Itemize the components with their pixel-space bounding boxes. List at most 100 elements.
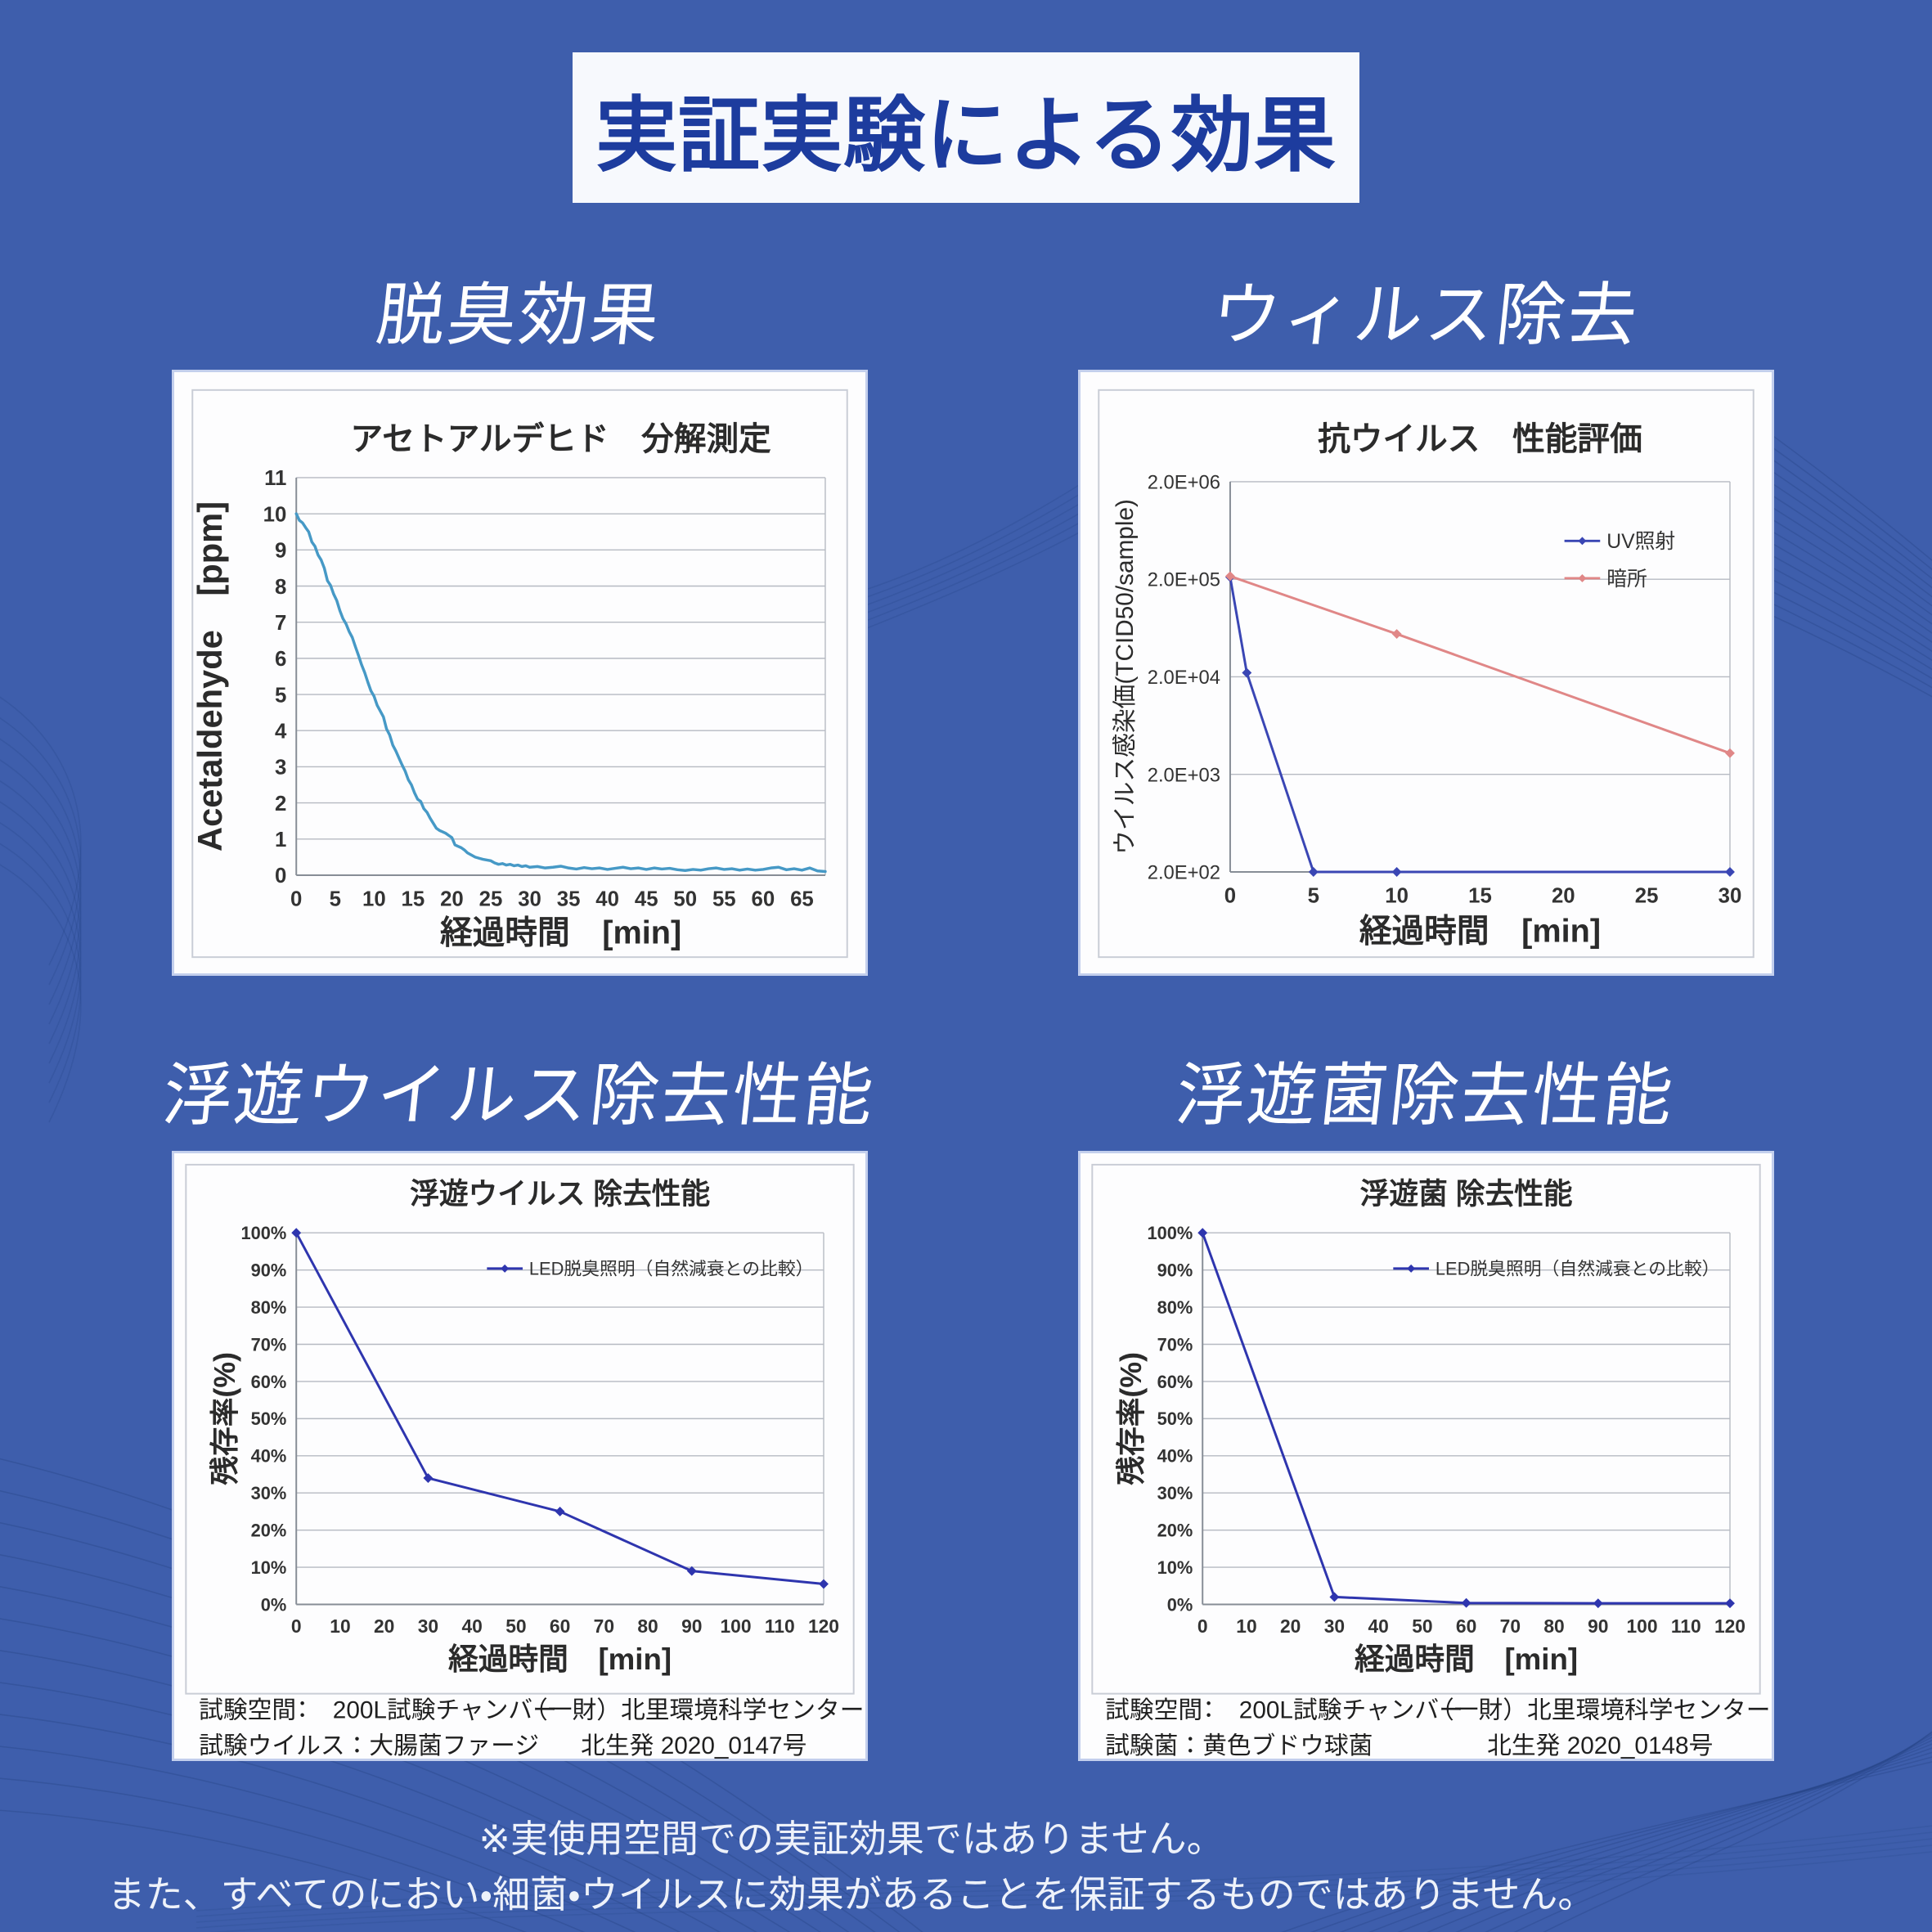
svg-text:110: 110: [1671, 1615, 1701, 1637]
svg-text:UV照射: UV照射: [1606, 530, 1675, 553]
svg-text:1: 1: [275, 829, 286, 851]
svg-text:0: 0: [290, 888, 302, 911]
section-heading-virus-removal: ウィルス除去: [1207, 276, 1643, 353]
svg-text:10: 10: [1385, 885, 1409, 908]
svg-text:0: 0: [291, 1615, 302, 1637]
svg-text:試験ウイルス：大腸菌ファージ: 試験ウイルス：大腸菌ファージ: [199, 1732, 539, 1759]
svg-text:試験空間： 200L試験チャンバー: 試験空間： 200L試験チャンバー: [1105, 1696, 1463, 1723]
section-heading-airborne-virus: 浮遊ウイルス除去性能: [159, 1057, 879, 1134]
airborne-virus-removal-chart: 浮遊ウイルス 除去性能 0% 10% 20% 30% 40% 50% 60% 70% 80% 90%…: [185, 1163, 865, 1759]
svg-text:2.0E+06: 2.0E+06: [1148, 471, 1220, 493]
svg-text:LED脱臭照明（自然減衰との比較）: LED脱臭照明（自然減衰との比較）: [1436, 1259, 1720, 1279]
svg-text:80: 80: [1543, 1615, 1564, 1637]
svg-text:20: 20: [440, 888, 464, 911]
svg-text:20%: 20%: [251, 1521, 287, 1541]
disclaimer-line-2: また、すべてのにおい・細菌・ウイルスに効果があることを保証するものではありません…: [107, 1873, 1596, 1916]
svg-text:70: 70: [594, 1615, 614, 1637]
svg-text:経過時間 [min]: 経過時間 [min]: [1359, 913, 1601, 949]
svg-text:100: 100: [1627, 1615, 1658, 1637]
svg-text:40: 40: [461, 1615, 482, 1637]
svg-text:Acetaldehyde [ppm]: Acetaldehyde [ppm]: [191, 501, 229, 851]
svg-text:40: 40: [595, 888, 619, 911]
svg-text:北生発 2020_0147号: 北生発 2020_0147号: [581, 1732, 806, 1759]
svg-text:2.0E+05: 2.0E+05: [1148, 569, 1220, 591]
disclaimer-line-1: ※実使用空間での実証効果ではありません。: [479, 1817, 1224, 1860]
page-title: 実証実験による効果: [595, 89, 1337, 182]
svg-text:10%: 10%: [251, 1557, 287, 1578]
svg-text:20: 20: [374, 1615, 394, 1637]
svg-text:30: 30: [418, 1615, 438, 1637]
svg-text:2.0E+02: 2.0E+02: [1148, 862, 1220, 884]
chart-card-airborne-virus: 浮遊ウイルス 除去性能 0% 10% 20% 30% 40% 50% 60% 70% 80% 90%…: [172, 1151, 868, 1761]
svg-text:60: 60: [1456, 1615, 1476, 1637]
svg-text:80: 80: [637, 1615, 658, 1637]
svg-text:90: 90: [1588, 1615, 1608, 1637]
svg-text:40: 40: [1368, 1615, 1388, 1637]
svg-text:4: 4: [275, 721, 287, 744]
svg-text:0%: 0%: [1167, 1594, 1193, 1615]
svg-text:ウイルス感染価(TCID50/sample): ウイルス感染価(TCID50/sample): [1112, 499, 1139, 855]
svg-text:60: 60: [550, 1615, 570, 1637]
svg-text:2: 2: [275, 793, 286, 815]
svg-text:60: 60: [752, 888, 775, 911]
svg-text:35: 35: [557, 888, 581, 911]
svg-text:50%: 50%: [1157, 1409, 1193, 1429]
disclaimer: ※実使用空間での実証効果ではありません。 また、すべてのにおい・細菌・ウイルスに…: [0, 1811, 1817, 1922]
svg-text:70%: 70%: [251, 1334, 287, 1355]
svg-text:8: 8: [275, 576, 286, 599]
svg-text:2.0E+03: 2.0E+03: [1148, 764, 1220, 786]
svg-text:（一財）北里環境科学センター: （一財）北里環境科学センター: [1430, 1696, 1771, 1723]
svg-text:60%: 60%: [1157, 1372, 1193, 1392]
svg-text:110: 110: [765, 1615, 795, 1637]
svg-text:40%: 40%: [251, 1446, 287, 1467]
antivirus-performance-chart: 抗ウイルス 性能評価 2.0E+02 2.0E+03 2.0E+04 2.0E+05 2.…: [1098, 389, 1755, 959]
svg-text:6: 6: [275, 648, 286, 671]
svg-text:100: 100: [721, 1615, 752, 1637]
svg-text:10: 10: [263, 503, 287, 526]
svg-text:90: 90: [681, 1615, 702, 1637]
svg-text:（一財）北里環境科学センター: （一財）北里環境科学センター: [523, 1696, 865, 1723]
svg-text:30%: 30%: [1157, 1483, 1193, 1503]
svg-text:50: 50: [505, 1615, 526, 1637]
svg-text:0: 0: [275, 865, 286, 887]
svg-text:10: 10: [330, 1615, 350, 1637]
svg-text:試験菌：黄色ブドウ球菌: 試験菌：黄色ブドウ球菌: [1105, 1732, 1373, 1759]
svg-text:0: 0: [1224, 885, 1236, 908]
svg-text:0%: 0%: [261, 1594, 287, 1615]
svg-text:90%: 90%: [1157, 1260, 1193, 1280]
svg-text:経過時間 [min]: 経過時間 [min]: [448, 1642, 672, 1676]
svg-text:30: 30: [518, 888, 541, 911]
svg-text:100%: 100%: [241, 1223, 287, 1243]
chart-card-antivirus: 抗ウイルス 性能評価 2.0E+02 2.0E+03 2.0E+04 2.0E+05 2.…: [1078, 370, 1774, 976]
svg-text:北生発 2020_0148号: 北生発 2020_0148号: [1487, 1732, 1713, 1759]
svg-text:LED脱臭照明（自然減衰との比較）: LED脱臭照明（自然減衰との比較）: [529, 1259, 814, 1279]
section-heading-deodorizing: 脱臭効果: [372, 276, 666, 353]
svg-text:60%: 60%: [251, 1372, 287, 1392]
chart-card-airborne-bacteria: 浮遊菌 除去性能 0% 10% 20% 30% 40% 50% 60% 70% 80% 90% 100…: [1078, 1151, 1774, 1761]
svg-text:暗所: 暗所: [1606, 568, 1647, 591]
svg-text:80%: 80%: [251, 1297, 287, 1318]
svg-text:90%: 90%: [251, 1260, 287, 1280]
svg-text:経過時間 [min]: 経過時間 [min]: [440, 914, 681, 950]
svg-text:15: 15: [1468, 885, 1492, 908]
svg-text:120: 120: [808, 1615, 839, 1637]
svg-text:10%: 10%: [1157, 1557, 1193, 1578]
svg-text:3: 3: [275, 757, 286, 780]
svg-text:20%: 20%: [1157, 1521, 1193, 1541]
svg-text:70%: 70%: [1157, 1334, 1193, 1355]
svg-text:試験空間： 200L試験チャンバー: 試験空間： 200L試験チャンバー: [199, 1696, 557, 1723]
svg-text:20: 20: [1280, 1615, 1301, 1637]
svg-text:7: 7: [275, 612, 286, 635]
svg-text:65: 65: [790, 888, 814, 911]
svg-text:100%: 100%: [1148, 1223, 1193, 1243]
svg-text:30%: 30%: [251, 1483, 287, 1503]
svg-text:11: 11: [264, 467, 286, 490]
svg-text:15: 15: [402, 888, 425, 911]
svg-text:25: 25: [1635, 885, 1659, 908]
chart-card-acetaldehyde: アセトアルデヒド 分解測定 0 1 2 3 4 5 6 7 8 9 10 11 0 5 10 15 20 25 30 3…: [172, 370, 868, 976]
svg-text:25: 25: [479, 888, 503, 911]
svg-text:2.0E+04: 2.0E+04: [1148, 667, 1220, 689]
svg-text:40%: 40%: [1157, 1446, 1193, 1467]
